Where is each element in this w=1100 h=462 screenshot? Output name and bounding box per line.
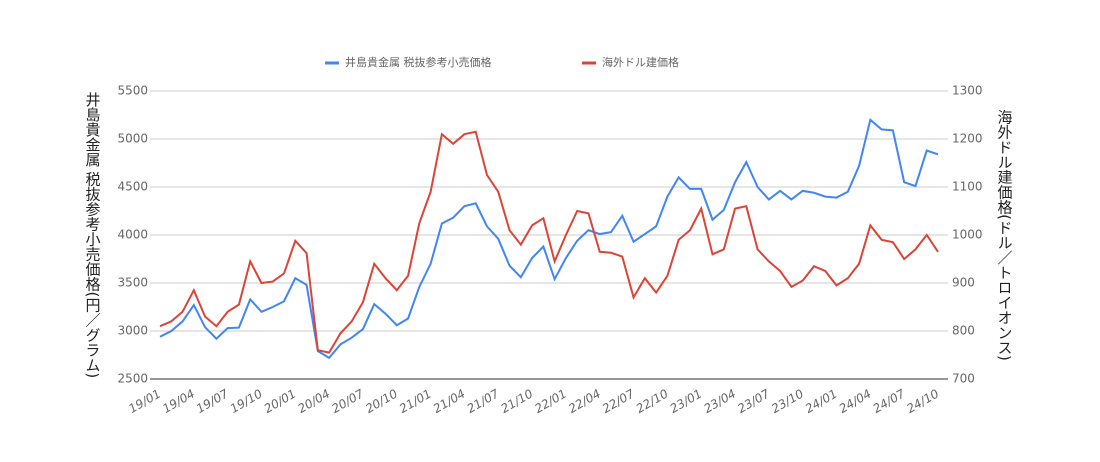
x-tick-label: 19/07 [194, 386, 231, 416]
x-tick-label: 24/01 [803, 387, 840, 416]
y2-tick-label: 1100 [952, 180, 983, 194]
x-tick-label: 21/10 [498, 386, 535, 416]
series-line [159, 130, 939, 354]
y-tick-label: 5500 [117, 84, 148, 98]
x-tick-label: 24/10 [904, 386, 941, 416]
x-tick-label: 24/07 [870, 386, 907, 416]
x-tick-label: 20/10 [363, 386, 400, 416]
y2-axis-title: 海外ドル建価格(ドル／トロイオンス) [996, 109, 1014, 361]
y-tick-label: 5000 [117, 132, 148, 146]
y-tick-label: 2500 [117, 372, 148, 386]
x-tick-label: 22/07 [600, 386, 637, 416]
x-tick-label: 22/04 [566, 387, 603, 416]
legend-label: 海外ドル建価格 [602, 55, 679, 69]
x-tick-label: 19/04 [160, 387, 197, 416]
x-tick-label: 23/07 [735, 386, 772, 416]
y-tick-label: 4000 [117, 228, 148, 242]
x-tick-label: 23/04 [701, 387, 738, 416]
x-tick-label: 21/01 [397, 387, 434, 416]
y-tick-label: 4500 [117, 180, 148, 194]
y2-tick-label: 700 [952, 372, 975, 386]
y2-tick-label: 900 [952, 276, 975, 290]
x-tick-label: 22/10 [634, 386, 671, 416]
x-tick-label: 20/07 [329, 386, 366, 416]
y2-tick-label: 1300 [952, 84, 983, 98]
x-tick-label: 20/04 [295, 387, 332, 416]
legend-label: 井島貴金属 税抜参考小売価格 [345, 55, 492, 69]
x-tick-label: 19/01 [126, 387, 163, 416]
x-tick-label: 23/01 [668, 387, 705, 416]
y2-tick-label: 1200 [952, 132, 983, 146]
y-tick-label: 3500 [117, 276, 148, 290]
y-axis-title: 井島貴金属 税抜参考小売価格(円／グラム) [84, 92, 102, 378]
x-tick-label: 19/10 [228, 386, 265, 416]
x-tick-label: 24/04 [837, 387, 874, 416]
y2-tick-label: 1000 [952, 228, 983, 242]
x-tick-label: 23/10 [769, 386, 806, 416]
x-tick-label: 22/01 [532, 387, 569, 416]
y2-tick-label: 800 [952, 324, 975, 338]
y-tick-label: 3000 [117, 324, 148, 338]
series-line [159, 117, 939, 360]
x-tick-label: 21/04 [431, 387, 468, 416]
x-tick-label: 21/07 [465, 386, 502, 416]
x-tick-label: 20/01 [262, 387, 299, 416]
